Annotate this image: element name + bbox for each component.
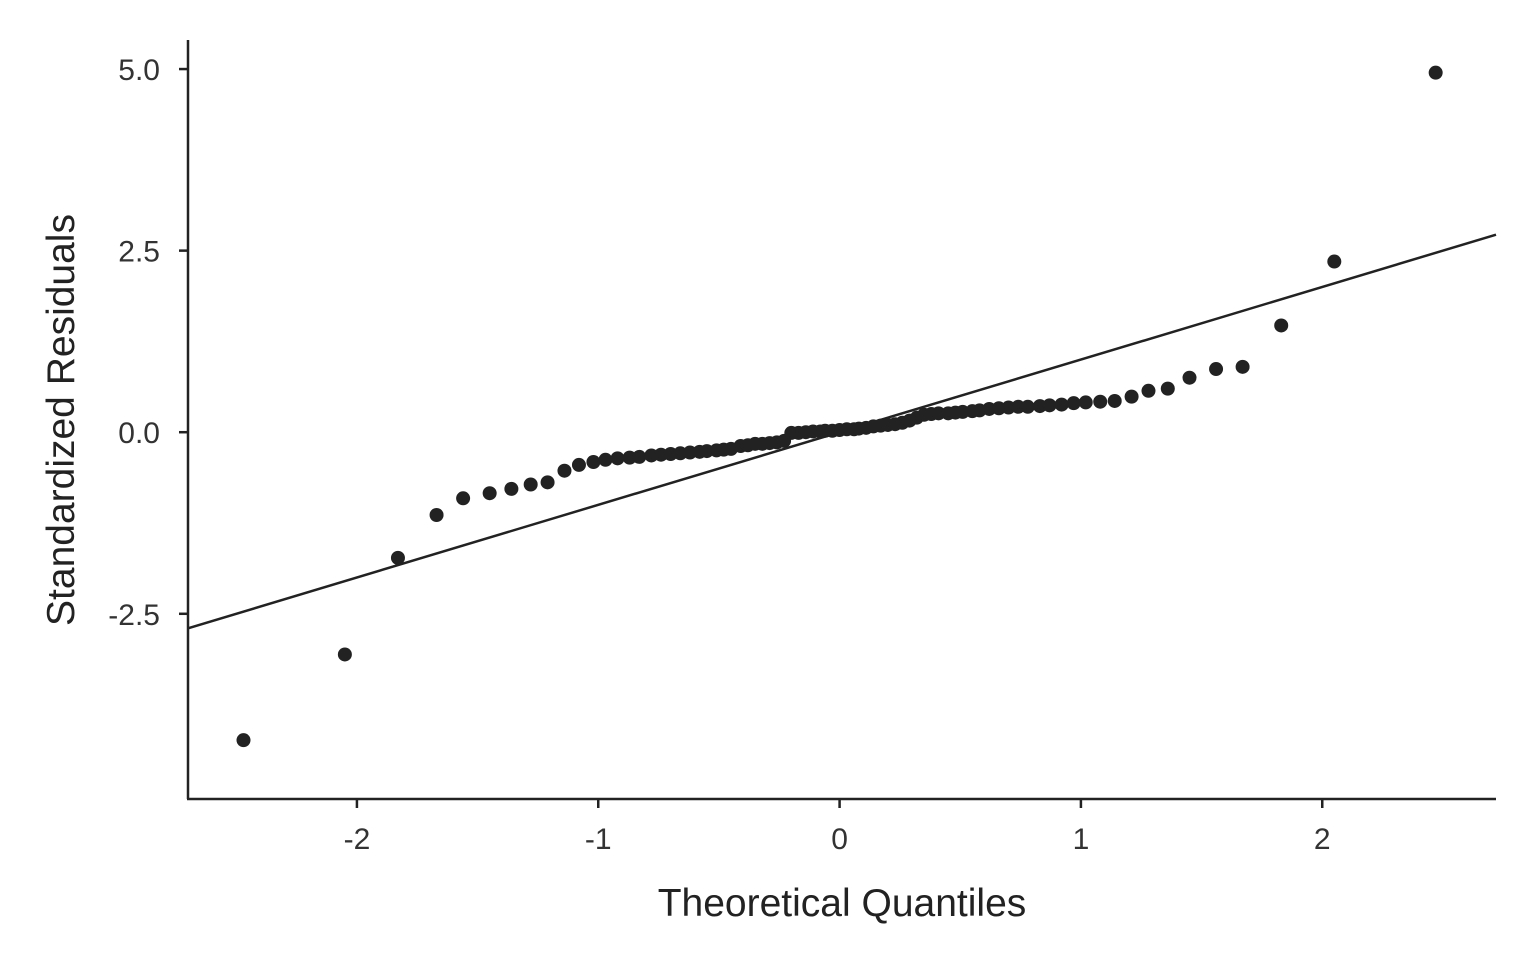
data-point: [1066, 396, 1081, 411]
x-tick-label: 2: [1314, 823, 1331, 856]
data-point: [1235, 359, 1250, 374]
data-point: [632, 449, 647, 464]
x-ticks: -2 -1 0 1 2: [344, 799, 1331, 856]
y-tick-label: 5.0: [118, 54, 160, 87]
data-point: [456, 491, 471, 506]
data-point: [1042, 398, 1057, 413]
data-point: [1078, 395, 1093, 410]
x-tick-label: 0: [831, 823, 848, 856]
y-tick-label: 2.5: [118, 236, 160, 269]
axes: [186, 40, 1496, 801]
y-tick-label: -2.5: [108, 599, 160, 632]
data-point: [1107, 393, 1122, 408]
data-points: [236, 65, 1443, 748]
x-tick-label: -2: [344, 823, 371, 856]
data-point: [390, 550, 405, 565]
data-point: [931, 406, 946, 421]
data-point: [504, 481, 519, 496]
data-point: [557, 463, 572, 478]
x-tick-label: -1: [585, 823, 612, 856]
data-point: [1209, 362, 1224, 377]
data-point: [586, 454, 601, 469]
data-point: [1274, 318, 1289, 333]
data-point: [1141, 383, 1156, 398]
data-point: [236, 733, 251, 748]
data-point: [337, 647, 352, 662]
data-point: [1011, 399, 1026, 414]
x-tick-label: 1: [1073, 823, 1090, 856]
data-point: [1160, 381, 1175, 396]
data-point: [429, 508, 444, 523]
data-point: [482, 486, 497, 501]
data-point: [1093, 394, 1108, 409]
data-point: [1327, 254, 1342, 269]
data-point: [1020, 399, 1035, 414]
x-axis-title: Theoretical Quantiles: [658, 882, 1027, 925]
data-point: [540, 475, 555, 490]
data-point: [571, 457, 586, 472]
y-ticks: 5.0 2.5 0.0 -2.5: [108, 54, 188, 632]
data-point: [1054, 397, 1069, 412]
data-point: [598, 452, 613, 467]
y-axis-title: Standardized Residuals: [40, 214, 83, 626]
data-point: [523, 477, 538, 492]
y-tick-label: 0.0: [118, 417, 160, 450]
data-point: [610, 451, 625, 466]
data-point: [1428, 65, 1443, 80]
data-point: [1124, 389, 1139, 404]
data-point: [1182, 370, 1197, 385]
